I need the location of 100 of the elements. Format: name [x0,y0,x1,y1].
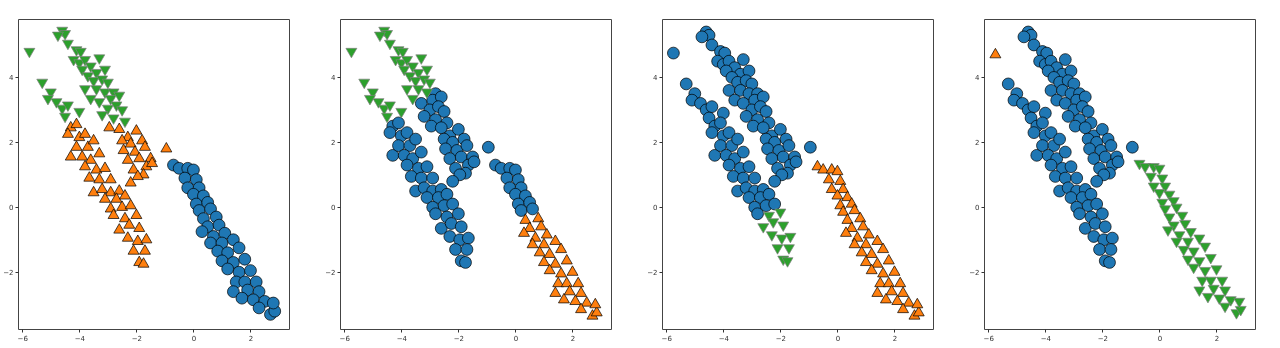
point [1184,228,1197,239]
point [834,174,847,185]
point [897,286,909,297]
point [235,291,249,305]
point [113,91,126,102]
point [79,85,91,96]
point [364,95,376,106]
point [549,257,562,268]
point [989,47,1002,59]
point [401,85,413,96]
point [1193,257,1206,268]
point [566,265,579,276]
point [99,65,111,77]
point [855,246,868,257]
point [848,237,861,249]
point [549,234,562,245]
point [421,65,433,77]
point [107,114,120,125]
point [783,244,795,255]
point [1193,286,1206,297]
point [358,78,371,90]
point [252,301,266,315]
point [36,78,49,90]
point [777,221,790,232]
point [757,223,770,234]
point [774,208,787,219]
point [1170,203,1183,214]
point [526,237,539,249]
point [871,234,884,245]
point [96,111,108,122]
point [1204,254,1217,265]
point [1193,234,1206,245]
point [549,286,562,297]
point [372,98,385,109]
point [771,244,784,255]
point [823,172,835,184]
point [238,252,252,266]
point [42,95,54,106]
point [775,234,788,245]
point [1216,276,1229,288]
point [82,72,94,83]
point [1162,226,1174,237]
point [825,182,838,193]
point [857,220,869,231]
point [1187,263,1200,275]
point [555,242,567,253]
point [882,276,895,288]
point [563,284,576,296]
point [1170,237,1183,249]
point [1163,213,1176,224]
point [93,54,106,65]
point [831,164,844,176]
point [59,112,71,124]
point [374,31,386,42]
point [398,65,411,77]
point [590,306,603,317]
point [877,267,889,278]
point [560,276,573,288]
point [1159,205,1171,216]
point [412,85,425,96]
point [871,257,884,268]
point [1153,164,1166,176]
point [50,98,63,109]
point [345,47,358,59]
point [558,293,570,304]
point [1199,267,1211,278]
point [384,39,396,51]
point [848,203,861,214]
point [232,241,246,255]
point [912,306,925,317]
point [1224,296,1237,307]
point [854,211,867,223]
point [212,218,226,232]
point [831,189,844,200]
point [862,228,875,239]
point [888,265,901,276]
point [1179,220,1191,231]
point [52,31,64,42]
point [1182,237,1194,249]
point [781,257,794,268]
point [1219,286,1231,297]
point [841,213,854,224]
point [533,246,546,257]
point [404,72,416,83]
point [891,294,904,305]
point [1187,247,1200,258]
point [244,264,257,277]
point [23,47,36,59]
point [518,226,530,237]
point [1159,182,1171,193]
point [543,263,556,275]
point [897,302,909,313]
point [766,231,778,242]
point [102,78,114,90]
point [195,225,209,238]
point [116,106,128,117]
point [406,62,419,73]
point [93,98,106,109]
point [837,205,849,216]
point [860,237,872,249]
